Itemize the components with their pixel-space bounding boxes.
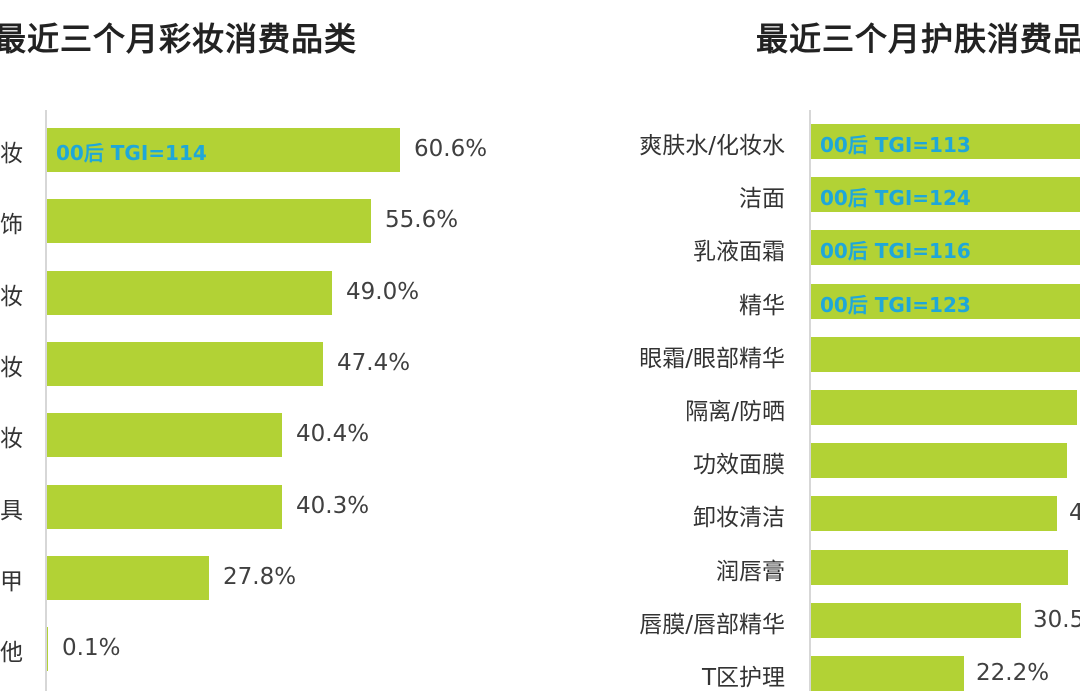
skincare-bar-7	[811, 443, 1067, 479]
makeup-chart-axis	[45, 110, 47, 691]
skincare-category-label: 眼霜/眼部精华	[639, 345, 785, 372]
skincare-bar-8	[811, 496, 1057, 532]
makeup-bar-3	[47, 270, 332, 315]
makeup-value-label: 40.4%	[296, 421, 370, 448]
makeup-category-label: 妆	[0, 354, 23, 381]
skincare-category-label: 爽肤水/化妆水	[639, 133, 785, 159]
skincare-tgi-label: 00后 TGI=124	[820, 186, 971, 211]
makeup-category-label: 饰	[0, 212, 23, 239]
makeup-value-label: 0.1%	[62, 635, 121, 662]
makeup-category-label: 妆	[0, 283, 23, 310]
makeup-category-label: 妆	[0, 141, 23, 167]
makeup-chart-title: 最近三个月彩妆消费品类	[0, 20, 358, 58]
skincare-bar-9	[811, 549, 1068, 585]
makeup-value-label: 27.8%	[223, 563, 297, 590]
makeup-category-label: 甲	[0, 568, 23, 595]
skincare-category-label: 隔离/防晒	[685, 399, 785, 425]
skincare-chart-axis	[809, 110, 811, 691]
skincare-value-label: 4	[1069, 500, 1080, 527]
makeup-bar-2	[47, 199, 371, 244]
makeup-value-label: 40.3%	[296, 492, 370, 519]
makeup-bar-8	[47, 627, 48, 672]
skincare-bar-11	[811, 656, 964, 691]
skincare-bar-1	[811, 124, 1080, 159]
skincare-bar-10	[811, 602, 1021, 638]
makeup-value-label: 60.6%	[414, 136, 488, 162]
makeup-bar-6	[47, 484, 282, 529]
skincare-category-label: 乳液面霜	[693, 239, 785, 266]
skincare-tgi-label: 00后 TGI=123	[820, 292, 971, 317]
skincare-category-label: 精华	[739, 292, 785, 319]
skincare-category-label: 洁面	[739, 186, 785, 213]
skincare-category-label: 唇膜/唇部精华	[639, 611, 785, 638]
makeup-bar-1	[47, 128, 400, 172]
makeup-value-label: 55.6%	[385, 207, 459, 234]
skincare-value-label: 22.2%	[976, 660, 1050, 686]
skincare-bar-4	[811, 283, 1080, 319]
makeup-category-label: 具	[0, 497, 23, 524]
skincare-category-label: T区护理	[701, 665, 785, 691]
skincare-chart-title: 最近三个月护肤消费品	[756, 20, 1080, 58]
makeup-bar-7	[47, 555, 209, 600]
skincare-category-label: 功效面膜	[693, 452, 785, 479]
makeup-category-label: 妆	[0, 426, 23, 453]
skincare-bar-6	[811, 390, 1077, 425]
skincare-bar-5	[811, 336, 1080, 372]
skincare-bar-2	[811, 177, 1080, 213]
skincare-bar-3	[811, 230, 1080, 266]
skincare-category-label: 卸妆清洁	[693, 505, 785, 532]
makeup-bar-5	[47, 413, 282, 458]
makeup-value-label: 49.0%	[346, 278, 420, 305]
skincare-tgi-label: 00后 TGI=113	[820, 133, 971, 157]
skincare-tgi-label: 00后 TGI=116	[820, 239, 971, 264]
makeup-value-label: 47.4%	[337, 349, 411, 376]
skincare-category-label: 润唇膏	[716, 558, 785, 585]
makeup-tgi-label: 00后 TGI=114	[56, 141, 207, 165]
makeup-category-label: 他	[0, 640, 23, 667]
skincare-value-label: 30.5%	[1033, 606, 1080, 633]
makeup-bar-4	[47, 341, 323, 386]
